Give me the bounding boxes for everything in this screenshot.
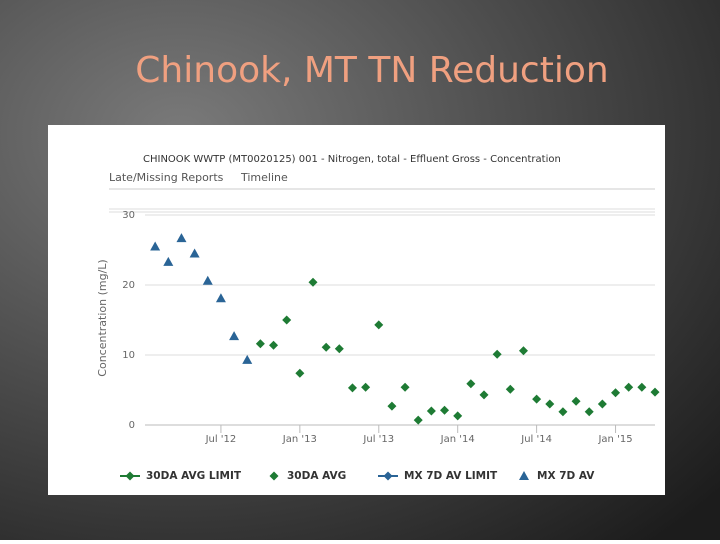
triangle-marker (176, 233, 187, 243)
diamond-marker (282, 315, 292, 325)
triangle-marker (242, 354, 253, 364)
diamond-marker (347, 383, 357, 393)
diamond-marker (492, 349, 502, 359)
diamond-marker (387, 401, 397, 411)
x-tick-label: Jul '13 (362, 434, 394, 445)
diamond-marker (597, 399, 607, 409)
diamond-marker (624, 382, 634, 392)
diamond-marker (295, 368, 305, 378)
triangle-marker (202, 275, 213, 285)
y-tick-label: 0 (129, 420, 135, 431)
diamond-marker (505, 384, 515, 394)
y-tick-label: 20 (122, 280, 135, 291)
triangle-marker (163, 256, 174, 266)
tab[interactable]: Timeline (240, 171, 288, 184)
slide-title: Chinook, MT TN Reduction (135, 50, 608, 91)
tab[interactable]: Late/Missing Reports (109, 171, 224, 184)
y-tick-label: 30 (122, 210, 135, 221)
y-tick-label: 10 (122, 350, 135, 361)
legend-label: 30DA AVG (287, 470, 346, 482)
triangle-marker (519, 471, 529, 480)
diamond-marker (611, 388, 621, 398)
diamond-marker (321, 342, 331, 352)
diamond-marker (269, 340, 279, 350)
diamond-marker (255, 339, 265, 349)
diamond-marker (269, 471, 279, 481)
diamond-marker (125, 471, 135, 481)
chart-title: CHINOOK WWTP (MT0020125) 001 - Nitrogen,… (143, 154, 561, 165)
diamond-marker (334, 344, 344, 354)
y-axis-label: Concentration (mg/L) (96, 259, 109, 376)
legend-label: 30DA AVG LIMIT (146, 470, 242, 482)
diamond-marker (308, 277, 318, 287)
triangle-marker (229, 331, 240, 341)
x-tick-label: Jan '14 (440, 434, 475, 445)
x-tick-label: Jul '14 (520, 434, 552, 445)
diamond-marker (637, 382, 647, 392)
diamond-marker (518, 346, 528, 356)
diamond-marker (479, 390, 489, 400)
diamond-marker (361, 382, 371, 392)
diamond-marker (466, 379, 476, 389)
legend-label: MX 7D AV (537, 470, 595, 482)
diamond-marker (558, 407, 568, 417)
legend-label: MX 7D AV LIMIT (404, 470, 498, 482)
chart-panel (48, 125, 665, 495)
triangle-marker (189, 248, 200, 258)
diamond-marker (532, 394, 542, 404)
diamond-marker (545, 399, 555, 409)
diamond-marker (571, 396, 581, 406)
diamond-marker (426, 406, 436, 416)
diamond-marker (584, 407, 594, 417)
triangle-marker (150, 241, 161, 251)
diamond-marker (453, 411, 463, 421)
x-tick-label: Jul '12 (205, 434, 237, 445)
diamond-marker (383, 471, 393, 481)
diamond-marker (374, 320, 384, 330)
x-tick-label: Jan '13 (282, 434, 317, 445)
diamond-marker (400, 382, 410, 392)
x-tick-label: Jan '15 (597, 434, 632, 445)
triangle-marker (215, 293, 226, 303)
diamond-marker (650, 387, 660, 397)
diamond-marker (413, 415, 423, 425)
diamond-marker (440, 405, 450, 415)
